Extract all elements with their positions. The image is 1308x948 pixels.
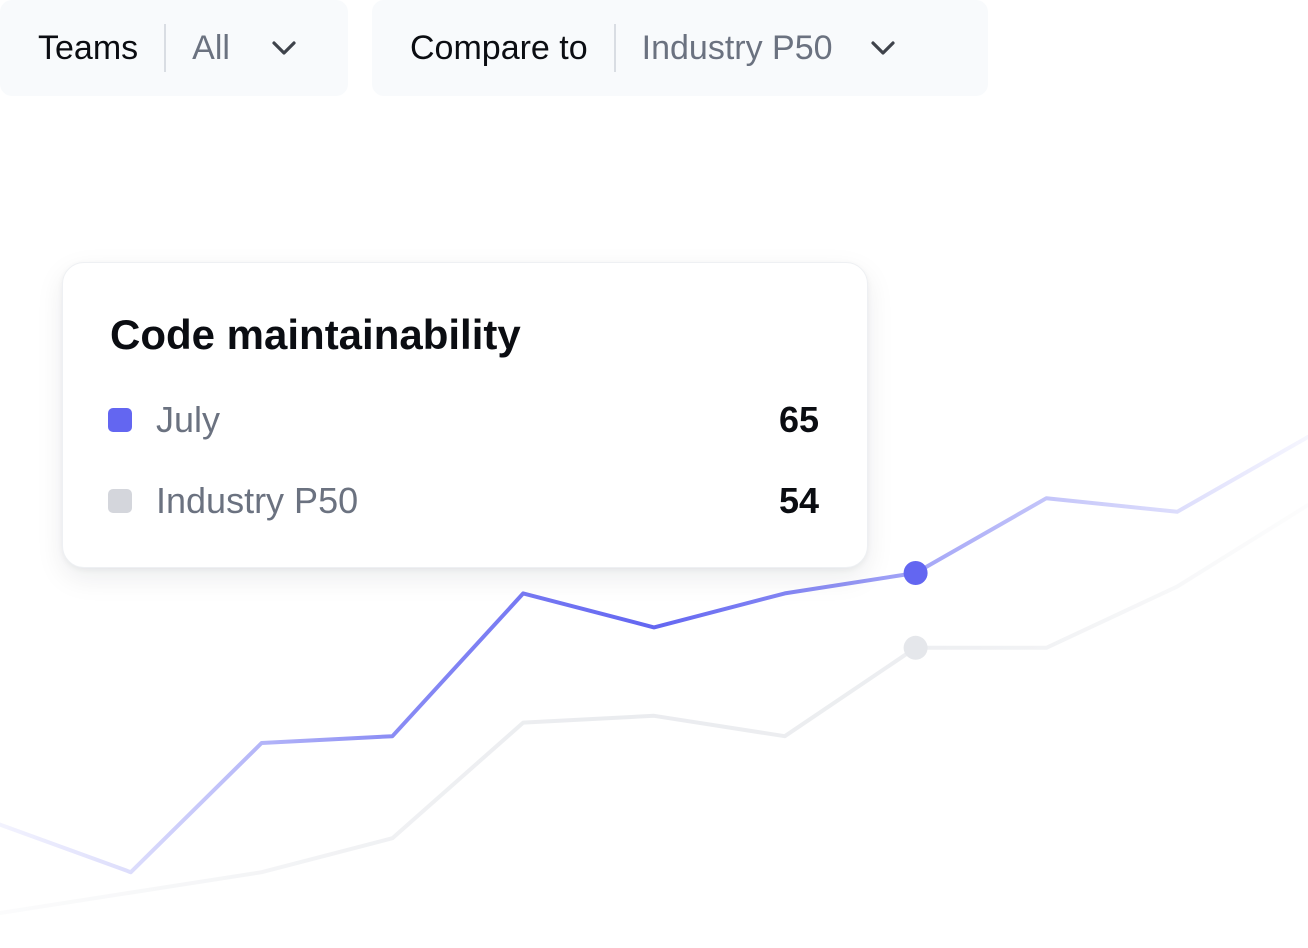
filter-divider bbox=[613, 24, 616, 72]
series-line-july bbox=[0, 435, 1308, 875]
chevron-down-icon[interactable] bbox=[869, 34, 897, 62]
filter-divider bbox=[164, 24, 167, 72]
teams-filter-label: Teams bbox=[38, 28, 139, 67]
tooltip-row-industry-p50: Industry P50 54 bbox=[108, 476, 819, 526]
chart-tooltip: Code maintainability July 65 Industry P5… bbox=[62, 262, 868, 568]
legend-swatch-industry-p50 bbox=[108, 489, 132, 513]
tooltip-title: Code maintainability bbox=[110, 311, 521, 358]
legend-swatch-july bbox=[108, 408, 132, 432]
highlight-point-july bbox=[903, 561, 928, 585]
series-line-industry-p50 bbox=[0, 503, 1308, 915]
legend-value-july: 65 bbox=[778, 399, 819, 440]
legend-label-industry-p50: Industry P50 bbox=[156, 480, 359, 521]
compare-filter-label: Compare to bbox=[410, 28, 588, 67]
compare-filter-value: Industry P50 bbox=[641, 28, 833, 67]
legend-value-industry-p50: 54 bbox=[778, 480, 819, 521]
chevron-down-icon[interactable] bbox=[270, 34, 298, 62]
highlight-point-industry-p50 bbox=[903, 635, 928, 660]
teams-filter[interactable]: Teams All bbox=[0, 0, 348, 96]
teams-filter-value: All bbox=[192, 28, 230, 67]
compare-to-filter[interactable]: Compare to Industry P50 bbox=[372, 0, 988, 96]
legend-label-july: July bbox=[156, 399, 221, 440]
tooltip-row-july: July 65 bbox=[108, 395, 819, 445]
